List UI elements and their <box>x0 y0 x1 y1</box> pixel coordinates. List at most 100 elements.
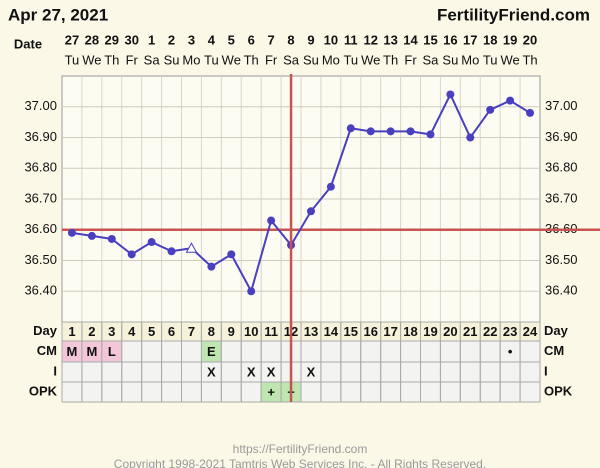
weekday-label: Tu <box>65 52 80 67</box>
table-cell-text: 1 <box>68 324 75 339</box>
table-cell-text: 6 <box>168 324 175 339</box>
temp-point <box>107 234 116 243</box>
table-cell <box>519 381 541 403</box>
weekday-label: Th <box>244 52 259 67</box>
y-tick-label-right: 36.50 <box>545 252 578 267</box>
weekday-label: Fr <box>126 52 139 67</box>
weekday-label: We <box>361 52 380 67</box>
table-cell-text: 10 <box>244 324 258 339</box>
y-tick-label-right: 36.80 <box>545 160 578 175</box>
temp-point <box>386 127 395 136</box>
weekday-label: Su <box>164 52 180 67</box>
temp-point <box>486 105 495 114</box>
temp-point-open <box>185 242 198 253</box>
table-cell-text: M <box>86 344 97 359</box>
date-label: 11 <box>344 32 358 47</box>
temp-point <box>446 90 455 99</box>
date-label: 30 <box>124 32 138 47</box>
table-cell-text: 14 <box>324 324 339 339</box>
date-label: 15 <box>423 32 437 47</box>
table-cell-text: X <box>247 364 256 379</box>
temp-point <box>466 133 475 142</box>
temp-point <box>207 262 216 271</box>
row-label-right: CM <box>544 343 564 358</box>
weekday-label: Th <box>522 52 537 67</box>
temp-point <box>406 127 415 136</box>
row-label-right: OPK <box>544 383 573 398</box>
date-label: 4 <box>208 32 216 47</box>
temp-point <box>326 182 335 191</box>
table-cell-text: X <box>207 364 216 379</box>
date-label: 17 <box>463 32 477 47</box>
table-cell-text: X <box>267 364 276 379</box>
table-cell-text: L <box>108 344 116 359</box>
weekday-label: Tu <box>204 52 219 67</box>
temp-point <box>366 127 375 136</box>
row-label-right: I <box>544 363 548 378</box>
date-label: 10 <box>324 32 338 47</box>
temp-point <box>87 231 96 240</box>
temp-point <box>426 130 435 139</box>
table-cell-text: 13 <box>304 324 318 339</box>
table-cell-text: + <box>267 384 275 399</box>
weekday-label: We <box>500 52 519 67</box>
date-label: 14 <box>403 32 418 47</box>
row-label: CM <box>37 343 57 358</box>
table-cell-text: • <box>508 344 513 359</box>
chart-date: Apr 27, 2021 <box>8 5 108 24</box>
date-label: 13 <box>383 32 397 47</box>
date-label: 7 <box>268 32 275 47</box>
weekday-label: Sa <box>144 52 161 67</box>
table-cell-text: 18 <box>403 324 417 339</box>
weekday-label: Fr <box>404 52 417 67</box>
temp-point <box>346 124 355 133</box>
weekday-label: Mo <box>182 52 200 67</box>
date-label: 3 <box>188 32 195 47</box>
temp-point <box>227 250 236 259</box>
date-label: 29 <box>105 32 119 47</box>
y-tick-label: 36.90 <box>24 129 57 144</box>
y-tick-label-right: 36.40 <box>545 283 578 298</box>
temp-point <box>67 228 76 237</box>
table-cell-text: 16 <box>363 324 377 339</box>
weekday-label: Sa <box>423 52 440 67</box>
table-cell-text: 15 <box>344 324 358 339</box>
table-cell-text: M <box>67 344 78 359</box>
row-label: Day <box>33 323 58 338</box>
y-tick-label: 36.70 <box>24 190 57 205</box>
y-tick-label: 36.40 <box>24 283 57 298</box>
weekday-label: Su <box>442 52 458 67</box>
table-cell-text: 4 <box>128 324 136 339</box>
table-cell-text: X <box>307 364 316 379</box>
table-cell-text: 21 <box>463 324 477 339</box>
site-name: FertilityFriend.com <box>437 5 590 24</box>
footer-url: https://FertilityFriend.com <box>233 442 368 456</box>
table-cell-text: 24 <box>523 324 538 339</box>
date-label: 16 <box>443 32 457 47</box>
temp-point <box>506 96 515 105</box>
table-cell-text: 5 <box>148 324 155 339</box>
date-label: 19 <box>503 32 517 47</box>
date-label: 9 <box>307 32 314 47</box>
date-label: 2 <box>168 32 175 47</box>
weekday-label: Fr <box>265 52 278 67</box>
copyright: Copyright 1998-2021 Tamtris Web Services… <box>114 457 486 468</box>
date-label: 8 <box>287 32 294 47</box>
table-cell-text: 19 <box>423 324 437 339</box>
temp-point <box>526 108 535 117</box>
table-cell-text: 22 <box>483 324 497 339</box>
date-label: 18 <box>483 32 497 47</box>
temp-point <box>267 216 276 225</box>
y-tick-label-right: 36.70 <box>545 190 578 205</box>
weekday-label: Mo <box>322 52 340 67</box>
row-label-right: Day <box>544 323 569 338</box>
weekday-label: Th <box>104 52 119 67</box>
table-cell-text: 7 <box>188 324 195 339</box>
y-tick-label: 36.60 <box>24 221 57 236</box>
table-cell-text: 3 <box>108 324 115 339</box>
table-cell-text: 8 <box>208 324 215 339</box>
temp-point <box>147 238 156 247</box>
date-label: 12 <box>363 32 377 47</box>
table-cell-text: E <box>207 344 216 359</box>
